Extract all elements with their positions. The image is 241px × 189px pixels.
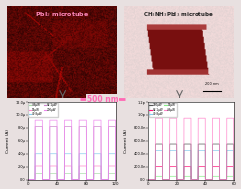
Y-axis label: Current (A): Current (A) bbox=[124, 129, 128, 153]
Text: 200 nm: 200 nm bbox=[205, 82, 219, 86]
Text: PbI$_2$ microtube: PbI$_2$ microtube bbox=[35, 10, 89, 19]
Legend: 260μW, 82.1μW, 49.8μW, 15μW, 4.6μW: 260μW, 82.1μW, 49.8μW, 15μW, 4.6μW bbox=[149, 103, 177, 117]
Y-axis label: Current (A): Current (A) bbox=[6, 129, 10, 153]
Text: 500 nm: 500 nm bbox=[87, 95, 118, 104]
Text: CH$_3$NH$_3$PbI$_3$ microtube: CH$_3$NH$_3$PbI$_3$ microtube bbox=[143, 10, 214, 19]
Legend: 4.6μW, 15μW, 49.8μW, 82.1μW, 200μW: 4.6μW, 15μW, 49.8μW, 82.1μW, 200μW bbox=[28, 103, 58, 117]
